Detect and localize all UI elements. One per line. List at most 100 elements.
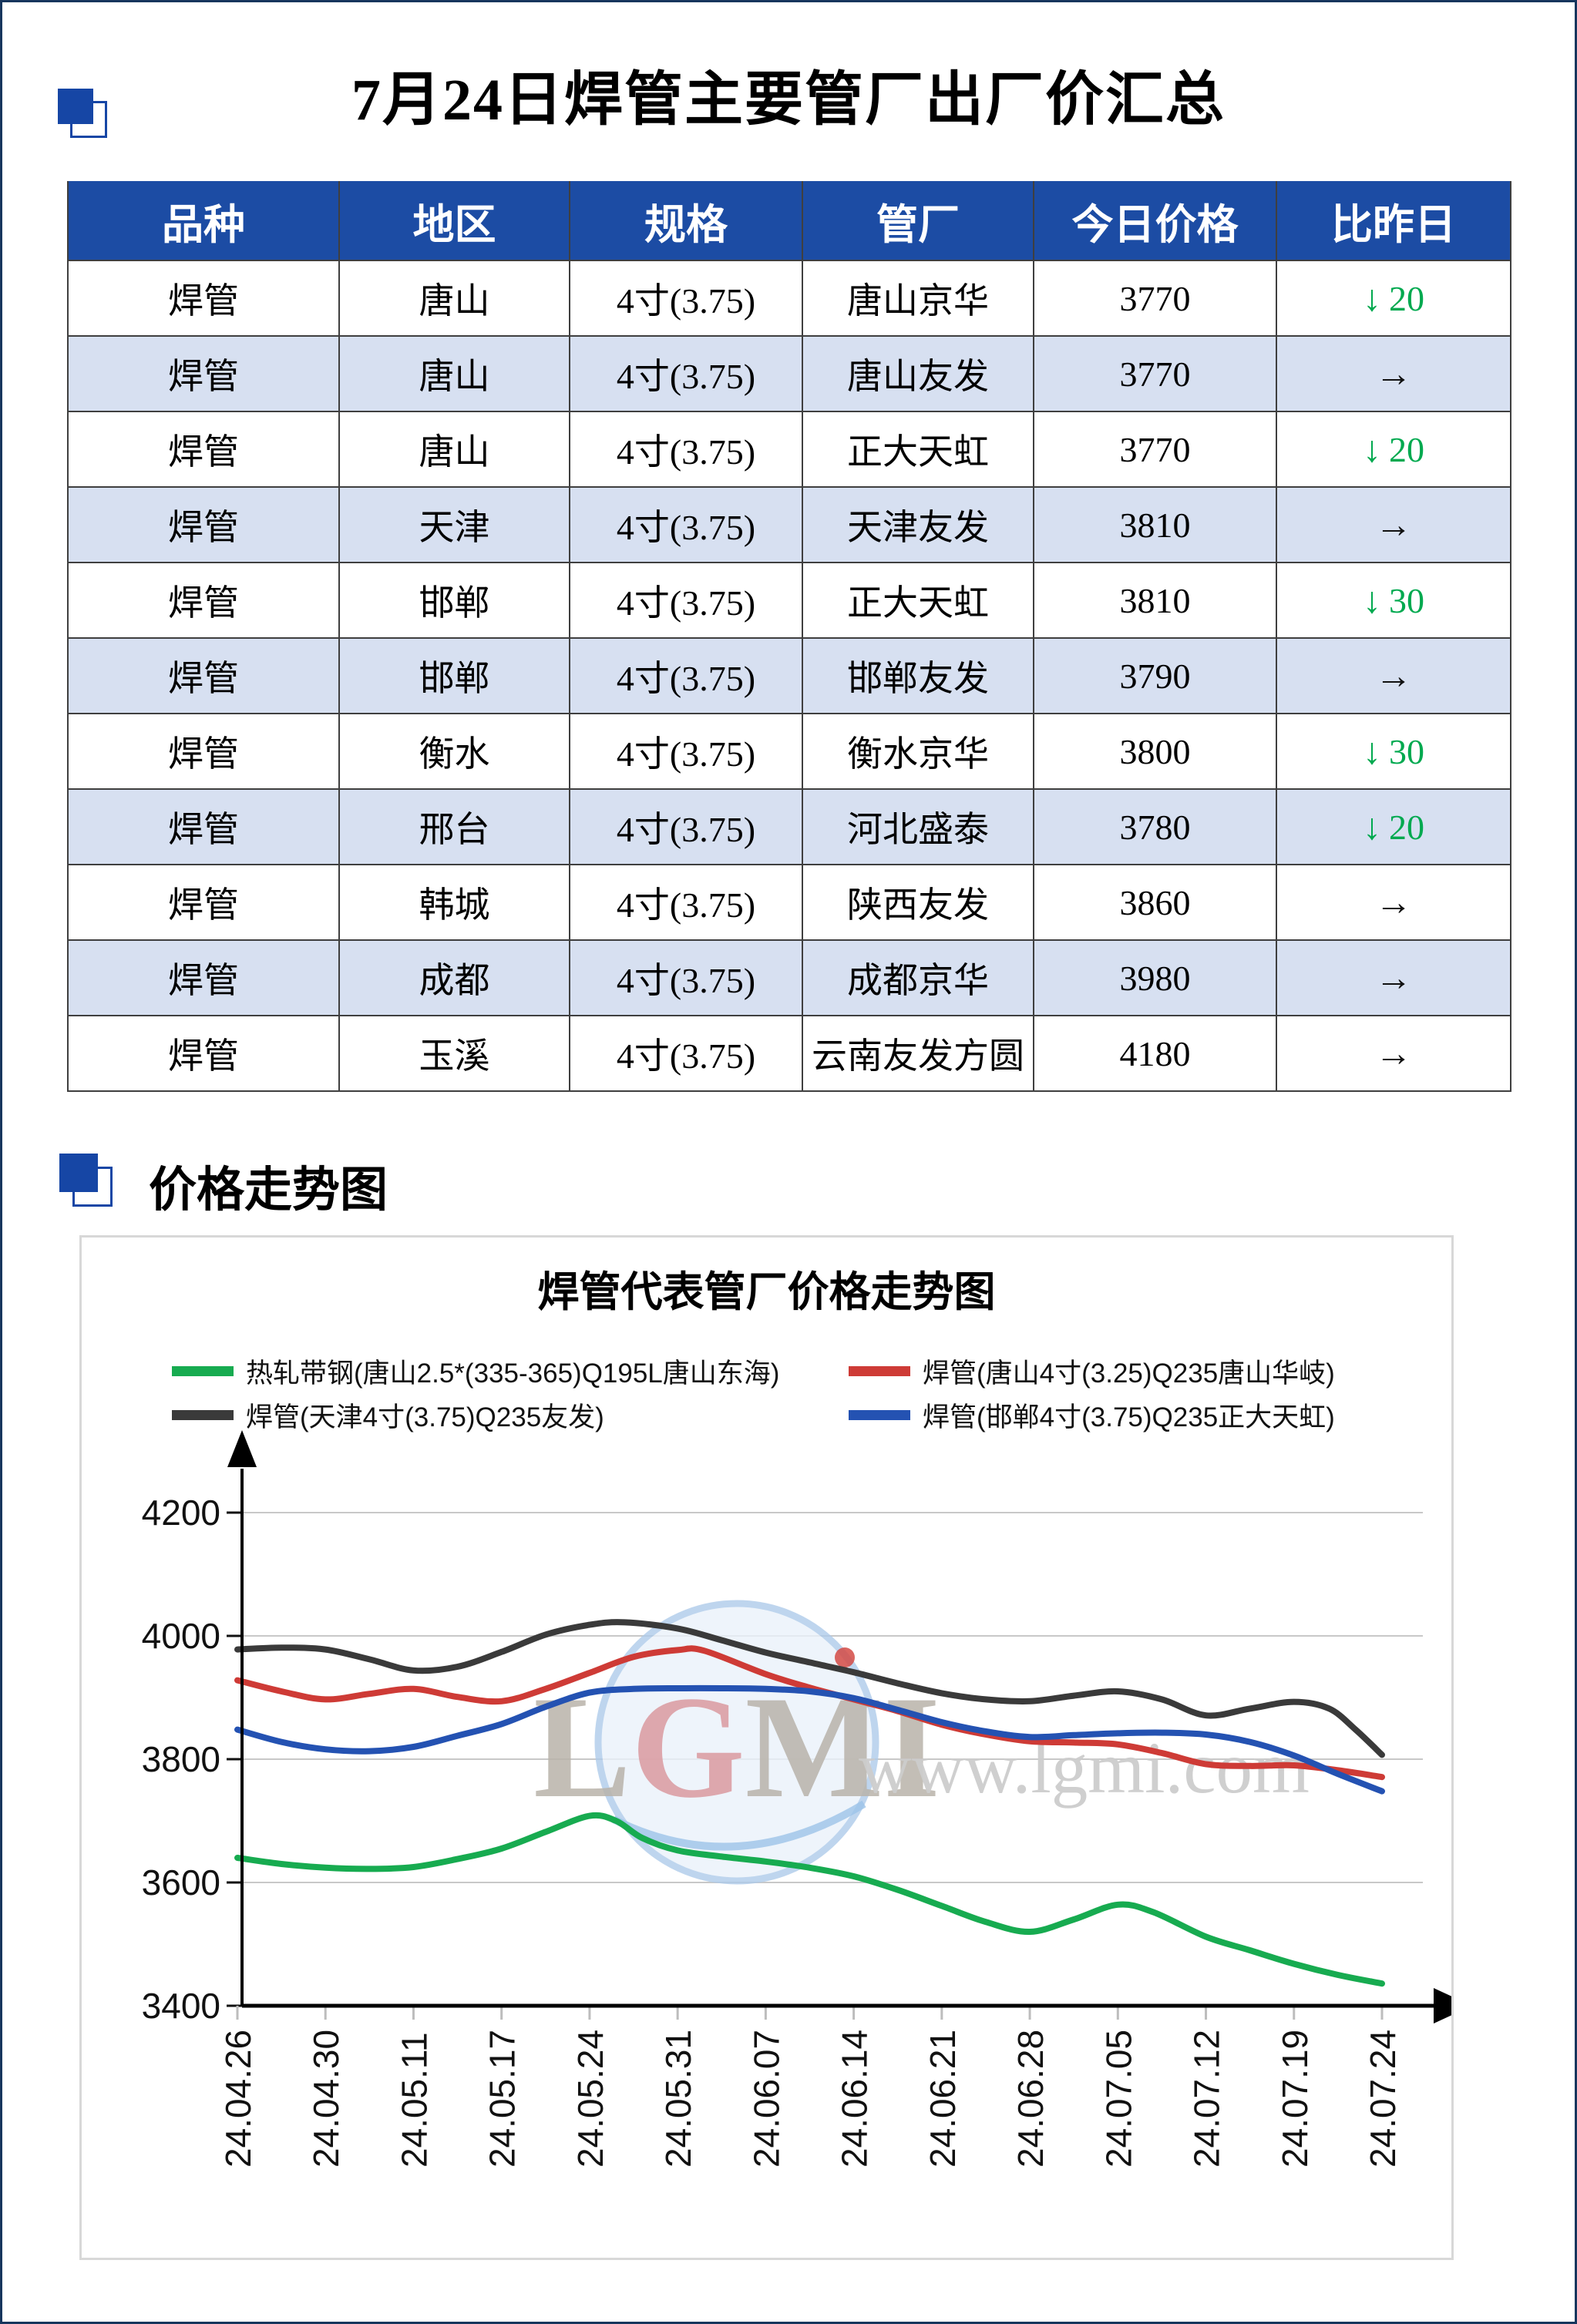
arrow-down-icon: ↓: [1363, 806, 1381, 848]
legend-item: 热轧带钢(唐山2.5*(335-365)Q195L唐山东海): [172, 1353, 779, 1389]
x-tick-label: 24.05.31: [658, 2030, 698, 2168]
cell-change: →: [1276, 864, 1511, 941]
cell-factory: 天津友发: [802, 486, 1034, 563]
title-bullet-icon: [58, 89, 107, 138]
cell-price: 3770: [1033, 411, 1277, 488]
cell-spec: 4寸(3.75): [569, 411, 803, 488]
cell-price: 4180: [1033, 1015, 1277, 1092]
legend-item: 焊管(邯郸4寸(3.75)Q235正大天虹): [849, 1397, 1335, 1432]
cell-price: 3980: [1033, 939, 1277, 1016]
cell-price: 3790: [1033, 637, 1277, 714]
x-tick-label: 24.06.14: [835, 2030, 875, 2168]
legend-swatch: [172, 1409, 234, 1420]
page-title: 7月24日焊管主要管厂出厂价汇总: [351, 68, 1226, 133]
cell-price: 3860: [1033, 864, 1277, 941]
table-row: 焊管 衡水 4寸(3.75) 衡水京华 3800 ↓ 30: [67, 713, 1511, 790]
legend-label: 焊管(天津4寸(3.75)Q235友发): [246, 1402, 604, 1432]
series-line-0: [234, 1812, 1385, 1987]
legend-swatch: [172, 1365, 234, 1376]
cell-spec: 4寸(3.75): [569, 1015, 803, 1092]
table-row: 焊管 唐山 4寸(3.75) 正大天虹 3770 ↓ 20: [67, 411, 1511, 488]
cell-variety: 焊管: [67, 486, 340, 563]
cell-variety: 焊管: [67, 637, 340, 714]
cell-region: 韩城: [338, 864, 570, 941]
arrow-right-icon: →: [1375, 353, 1412, 395]
arrow-right-icon: →: [1375, 1033, 1412, 1074]
x-axis-arrow: [1434, 1988, 1451, 2023]
x-tick-label: 24.07.19: [1275, 2030, 1315, 2168]
arrow-down-icon: ↓: [1363, 428, 1381, 470]
cell-factory: 河北盛泰: [802, 788, 1034, 865]
table-row: 焊管 唐山 4寸(3.75) 唐山友发 3770 →: [67, 335, 1511, 412]
watermark-red-dot: [835, 1647, 855, 1667]
legend-item: 焊管(唐山4寸(3.25)Q235唐山华岐): [849, 1353, 1335, 1389]
cell-variety: 焊管: [67, 562, 340, 639]
cell-variety: 焊管: [67, 1015, 340, 1092]
table-row: 焊管 玉溪 4寸(3.75) 云南友发方圆 4180 →: [67, 1015, 1511, 1092]
cell-price: 3780: [1033, 788, 1277, 865]
cell-change: ↓ 30: [1276, 713, 1511, 790]
col-header-0: 品种: [67, 181, 340, 261]
cell-variety: 焊管: [67, 788, 340, 865]
y-tick-label: 3800: [142, 1739, 220, 1779]
table-row: 焊管 邯郸 4寸(3.75) 正大天虹 3810 ↓ 30: [67, 562, 1511, 639]
x-tick-label: 24.04.26: [218, 2030, 258, 2168]
cell-spec: 4寸(3.75): [569, 788, 803, 865]
x-tick-label: 24.06.07: [746, 2030, 786, 2168]
y-tick-label: 4000: [142, 1616, 220, 1656]
cell-change: →: [1276, 637, 1511, 714]
chart-plot: 3400 3600 3800 4000 4200 24.04.26 24.04.30 24.0…: [142, 1430, 1451, 2168]
cell-price: 3810: [1033, 486, 1277, 563]
cell-variety: 焊管: [67, 713, 340, 790]
watermark-logo-circle: [594, 1600, 879, 1885]
title-bullet-square: [58, 89, 93, 124]
table-row: 焊管 唐山 4寸(3.75) 唐山京华 3770 ↓ 20: [67, 260, 1511, 337]
table-row: 焊管 成都 4寸(3.75) 成都京华 3980 →: [67, 939, 1511, 1016]
arrow-down-icon: ↓: [1363, 730, 1381, 772]
cell-region: 天津: [338, 486, 570, 563]
cell-spec: 4寸(3.75): [569, 713, 803, 790]
x-tick-label: 24.05.24: [570, 2030, 610, 2168]
cell-variety: 焊管: [67, 864, 340, 941]
x-tick-label: 24.06.28: [1010, 2030, 1051, 2168]
legend-label: 热轧带钢(唐山2.5*(335-365)Q195L唐山东海): [246, 1358, 780, 1389]
cell-change: →: [1276, 486, 1511, 563]
cell-factory: 成都京华: [802, 939, 1034, 1016]
x-tick-label: 24.07.05: [1098, 2030, 1138, 2168]
col-header-3: 管厂: [802, 181, 1034, 261]
cell-region: 玉溪: [338, 1015, 570, 1092]
cell-change: ↓ 30: [1276, 562, 1511, 639]
cell-variety: 焊管: [67, 411, 340, 488]
x-tick-label: 24.05.11: [394, 2032, 434, 2168]
cell-factory: 正大天虹: [802, 562, 1034, 639]
legend-item: 焊管(天津4寸(3.75)Q235友发): [172, 1397, 604, 1432]
arrow-down-icon: ↓: [1363, 277, 1381, 319]
cell-spec: 4寸(3.75): [569, 335, 803, 412]
cell-spec: 4寸(3.75): [569, 637, 803, 714]
cell-variety: 焊管: [67, 335, 340, 412]
arrow-down-icon: ↓: [1363, 579, 1381, 621]
legend-swatch: [849, 1409, 910, 1420]
change-amount: 30: [1389, 731, 1424, 771]
cell-change: →: [1276, 1015, 1511, 1092]
table-row: 焊管 邢台 4寸(3.75) 河北盛泰 3780 ↓ 20: [67, 788, 1511, 865]
section-bullet-icon: [59, 1154, 113, 1207]
x-tick-label: 24.07.24: [1363, 2030, 1403, 2168]
cell-region: 衡水: [338, 713, 570, 790]
table-row: 焊管 韩城 4寸(3.75) 陕西友发 3860 →: [67, 864, 1511, 941]
y-tick-label: 3400: [142, 1986, 220, 2026]
arrow-right-icon: →: [1375, 957, 1412, 999]
col-header-4: 今日价格: [1033, 181, 1277, 261]
legend-label: 焊管(唐山4寸(3.25)Q235唐山华岐): [923, 1358, 1335, 1389]
cell-variety: 焊管: [67, 260, 340, 337]
cell-change: ↓ 20: [1276, 411, 1511, 488]
cell-change: →: [1276, 939, 1511, 1016]
x-tick-label: 24.06.21: [923, 2030, 963, 2168]
change-amount: 20: [1389, 807, 1424, 847]
change-amount: 20: [1389, 429, 1424, 469]
table-row: 焊管 天津 4寸(3.75) 天津友发 3810 →: [67, 486, 1511, 563]
y-tick-label: 3600: [142, 1862, 220, 1903]
change-amount: 30: [1389, 580, 1424, 620]
cell-price: 3800: [1033, 713, 1277, 790]
cell-factory: 陕西友发: [802, 864, 1034, 941]
